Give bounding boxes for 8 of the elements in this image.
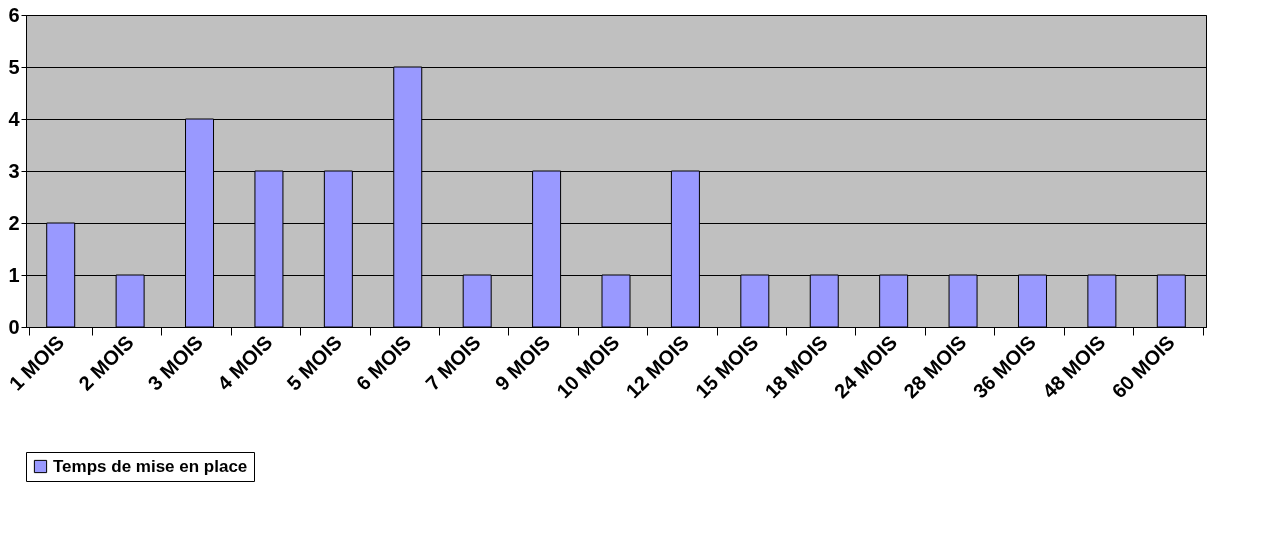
y-tick-label: 1 <box>8 263 20 286</box>
y-tick-label: 3 <box>8 159 20 182</box>
legend-label: Temps de mise en place <box>53 456 248 476</box>
y-tick-label: 4 <box>8 107 21 130</box>
y-tick-label: 6 <box>8 3 20 26</box>
y-tick-label: 0 <box>8 315 20 338</box>
y-tick-label: 5 <box>8 55 20 78</box>
y-tick-label: 2 <box>8 211 20 234</box>
